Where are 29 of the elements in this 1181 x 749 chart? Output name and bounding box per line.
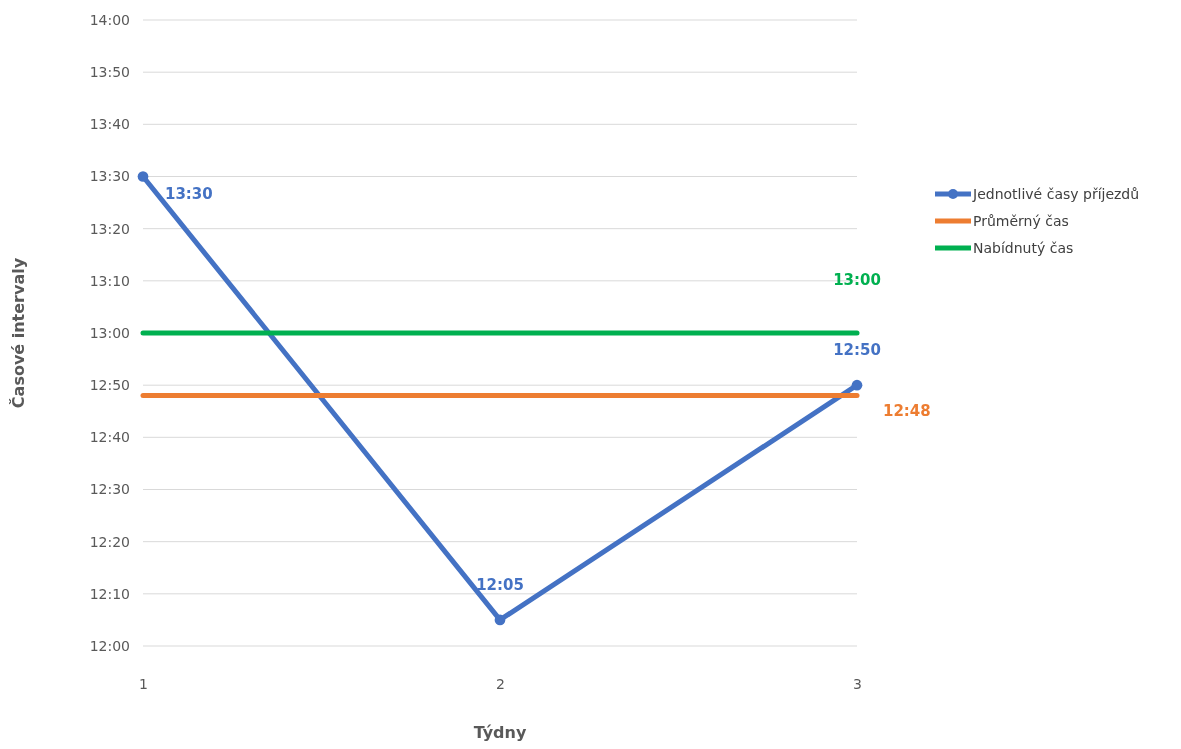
data-label: 12:48: [883, 401, 931, 420]
y-tick-label: 12:30: [89, 481, 130, 498]
data-label: 12:05: [476, 575, 524, 594]
x-axis-title: Týdny: [473, 723, 527, 742]
data-label: 13:30: [165, 184, 213, 203]
x-tick-label: 3: [853, 675, 862, 692]
y-axis-title: Časové intervaly: [9, 257, 28, 409]
legend-label: Průměrný čas: [973, 213, 1069, 229]
data-label: 12:50: [833, 341, 881, 360]
y-tick-label: 13:40: [89, 116, 130, 133]
y-tick-label: 12:10: [89, 585, 130, 602]
legend-label: Nabídnutý čas: [973, 240, 1074, 256]
y-tick-label: 12:00: [89, 637, 130, 654]
x-tick-label: 2: [496, 675, 505, 692]
data-label: 13:00: [833, 271, 881, 289]
y-tick-label: 12:20: [89, 533, 130, 550]
point: [137, 171, 149, 182]
y-tick-label: 14:00: [89, 11, 130, 28]
point: [851, 379, 863, 391]
y-tick-label: 13:00: [89, 324, 130, 341]
y-tick-label: 13:20: [89, 220, 130, 237]
point: [494, 614, 506, 626]
y-tick-label: 12:50: [89, 377, 130, 394]
y-tick-label: 13:10: [89, 272, 130, 289]
y-tick-label: 12:40: [89, 429, 130, 446]
y-tick-label: 13:50: [89, 64, 130, 81]
y-tick-label: 13:30: [89, 168, 130, 185]
x-tick-label: 1: [139, 675, 148, 692]
legend-label: Jednotlivé časy příjezdů: [972, 186, 1140, 202]
